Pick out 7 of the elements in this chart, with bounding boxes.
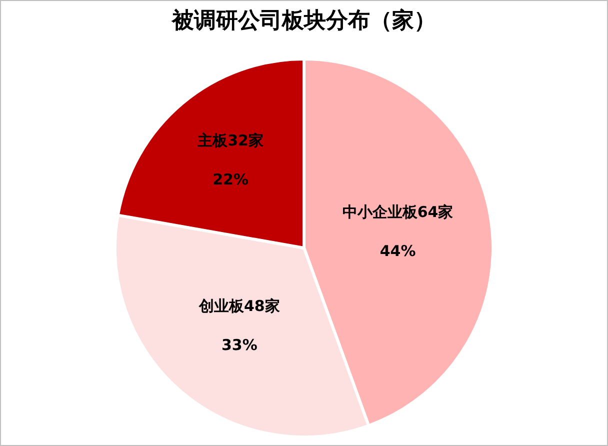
chart-title: 被调研公司板块分布（家） [171, 8, 436, 34]
slice-label: 主板32家 [196, 131, 264, 150]
data-label: 44% [380, 242, 416, 260]
data-label: 33% [221, 336, 258, 354]
slice-label: 中小企业板64家 [342, 202, 454, 221]
slice-label: 创业板48家 [198, 297, 280, 316]
data-label: 22% [212, 170, 248, 188]
